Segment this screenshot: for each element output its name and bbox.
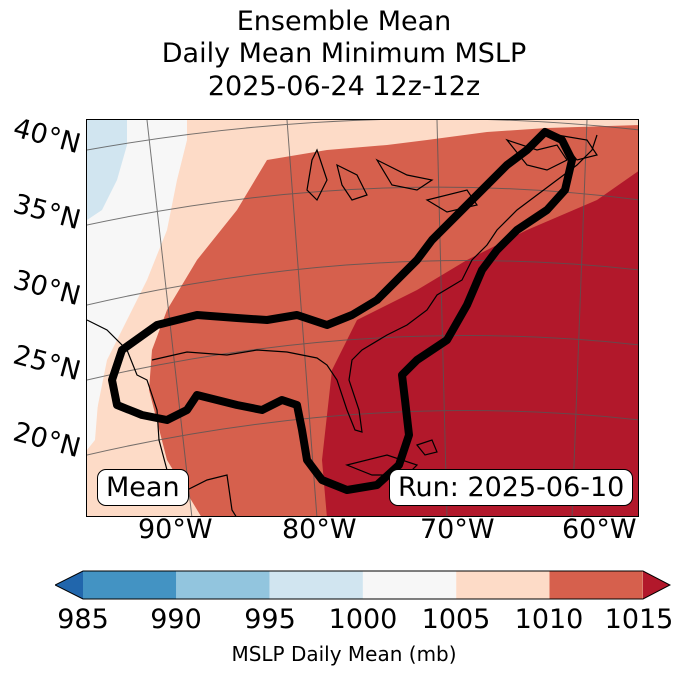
colorbar-tick-990: 990 xyxy=(150,604,202,635)
pressure-1000-1005-region-south xyxy=(87,390,99,450)
colorbar-extend-low xyxy=(55,571,83,599)
colorbar-tick-1015: 1015 xyxy=(604,604,674,635)
colorbar-segment-990-995 xyxy=(176,571,270,599)
lat-label-20: 20°N xyxy=(9,416,84,465)
lat-label-30: 30°N xyxy=(9,264,84,313)
pressure-1000-1005-region xyxy=(87,120,187,420)
lat-label-40: 40°N xyxy=(9,112,84,161)
lat-label-25: 25°N xyxy=(9,339,84,388)
colorbar-label: MSLP Daily Mean (mb) xyxy=(231,642,457,666)
colorbar-tick-985: 985 xyxy=(57,604,109,635)
lon-label-80w: 80°W xyxy=(282,514,357,545)
colorbar-segment-1005-1010 xyxy=(456,571,550,599)
colorbar-tick-995: 995 xyxy=(244,604,296,635)
colorbar-tick-1005: 1005 xyxy=(421,604,491,635)
lon-label-60w: 60°W xyxy=(562,514,637,545)
colorbar-segment-995-1000 xyxy=(269,571,363,599)
colorbar-outline xyxy=(55,570,671,600)
lon-label-70w: 70°W xyxy=(420,514,495,545)
title-line-1: Ensemble Mean xyxy=(236,6,452,37)
mean-label-box: Mean xyxy=(97,469,189,506)
colorbar-extend-high xyxy=(643,571,670,599)
colorbar-segment-1000-1005 xyxy=(362,571,457,599)
map-panel: Mean Run: 2025-06-10 xyxy=(86,119,639,517)
pressure-above-1015-region xyxy=(322,171,638,516)
colorbar-tick-1010: 1010 xyxy=(514,604,584,635)
title-line-3: 2025-06-24 12z-12z xyxy=(207,71,481,102)
colorbar-segment-985-990 xyxy=(83,571,177,599)
lon-label-90w: 90°W xyxy=(138,514,213,545)
colorbar-tick-1000: 1000 xyxy=(328,604,398,635)
map-canvas xyxy=(87,120,638,516)
colorbar xyxy=(55,570,671,600)
colorbar-segment-1010-1015 xyxy=(549,571,643,599)
graticule xyxy=(87,120,638,516)
contour-line xyxy=(108,128,576,494)
lat-label-35: 35°N xyxy=(9,188,84,237)
title-line-2: Daily Mean Minimum MSLP xyxy=(161,38,527,69)
run-date-box: Run: 2025-06-10 xyxy=(389,469,634,506)
